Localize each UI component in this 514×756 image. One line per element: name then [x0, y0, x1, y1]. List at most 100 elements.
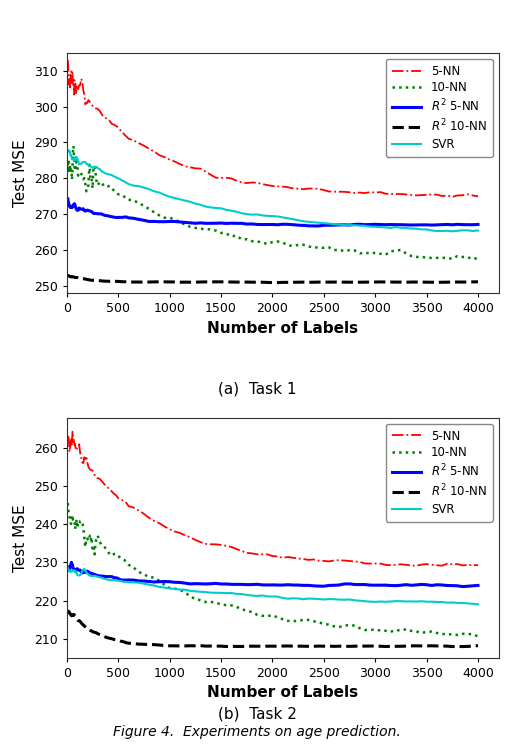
- 5-NN: [99, 476, 105, 485]
- 10-NN: [434, 253, 440, 262]
- $R^2$ 10-NN: [439, 277, 445, 287]
- Line: 5-NN: 5-NN: [68, 60, 478, 197]
- SVR: [65, 146, 71, 155]
- 10-NN: [254, 237, 260, 246]
- 10-NN: [475, 632, 481, 641]
- $R^2$ 5-NN: [254, 580, 260, 589]
- $R^2$ 10-NN: [460, 642, 466, 651]
- SVR: [84, 160, 90, 169]
- 10-NN: [475, 253, 481, 262]
- Text: (b)  Task 2: (b) Task 2: [217, 707, 297, 722]
- 5-NN: [475, 561, 481, 570]
- $R^2$ 10-NN: [84, 624, 90, 633]
- 10-NN: [65, 159, 71, 168]
- 10-NN: [85, 180, 91, 189]
- SVR: [475, 226, 481, 235]
- $R^2$ 5-NN: [465, 581, 471, 590]
- 5-NN: [197, 538, 204, 547]
- 5-NN: [439, 561, 445, 570]
- 10-NN: [65, 499, 71, 508]
- $R^2$ 10-NN: [97, 630, 103, 639]
- $R^2$ 5-NN: [85, 567, 91, 576]
- Line: SVR: SVR: [68, 568, 478, 604]
- X-axis label: Number of Labels: Number of Labels: [207, 685, 358, 700]
- $R^2$ 5-NN: [249, 219, 255, 228]
- 5-NN: [65, 55, 71, 64]
- 10-NN: [197, 225, 204, 234]
- SVR: [97, 165, 103, 174]
- SVR: [429, 597, 435, 606]
- $R^2$ 5-NN: [192, 218, 198, 228]
- $R^2$ 10-NN: [249, 642, 255, 651]
- $R^2$ 5-NN: [84, 206, 90, 215]
- $R^2$ 5-NN: [460, 220, 466, 229]
- 10-NN: [192, 594, 198, 603]
- SVR: [449, 227, 455, 236]
- Line: SVR: SVR: [68, 150, 478, 231]
- $R^2$ 10-NN: [192, 641, 198, 650]
- SVR: [460, 226, 466, 235]
- SVR: [84, 569, 90, 578]
- $R^2$ 5-NN: [99, 572, 105, 581]
- SVR: [454, 599, 461, 608]
- $R^2$ 10-NN: [274, 278, 281, 287]
- $R^2$ 5-NN: [97, 209, 103, 218]
- 5-NN: [85, 462, 91, 471]
- $R^2$ 10-NN: [465, 277, 471, 287]
- $R^2$ 5-NN: [316, 222, 322, 231]
- $R^2$ 5-NN: [197, 579, 204, 588]
- Line: 10-NN: 10-NN: [68, 146, 478, 259]
- SVR: [97, 573, 103, 582]
- $R^2$ 10-NN: [475, 641, 481, 650]
- $R^2$ 5-NN: [68, 558, 75, 567]
- Line: $R^2$ 5-NN: $R^2$ 5-NN: [68, 562, 478, 587]
- SVR: [65, 563, 71, 572]
- $R^2$ 10-NN: [429, 641, 435, 650]
- 10-NN: [429, 627, 435, 636]
- 10-NN: [70, 141, 77, 150]
- 10-NN: [454, 631, 461, 640]
- $R^2$ 10-NN: [65, 271, 71, 280]
- $R^2$ 5-NN: [434, 220, 440, 229]
- 10-NN: [99, 178, 105, 187]
- 10-NN: [84, 535, 90, 544]
- $R^2$ 5-NN: [434, 580, 440, 589]
- SVR: [192, 587, 198, 596]
- $R^2$ 10-NN: [197, 277, 204, 287]
- $R^2$ 10-NN: [475, 277, 481, 287]
- $R^2$ 10-NN: [254, 277, 260, 287]
- 5-NN: [97, 107, 103, 116]
- Text: Figure 4.  Experiments on age prediction.: Figure 4. Experiments on age prediction.: [113, 725, 401, 739]
- $R^2$ 5-NN: [65, 562, 71, 572]
- Line: $R^2$ 10-NN: $R^2$ 10-NN: [68, 275, 478, 283]
- 5-NN: [254, 550, 260, 559]
- 10-NN: [249, 607, 255, 616]
- $R^2$ 5-NN: [475, 220, 481, 229]
- Y-axis label: Test MSE: Test MSE: [13, 139, 28, 206]
- X-axis label: Number of Labels: Number of Labels: [207, 321, 358, 336]
- $R^2$ 10-NN: [99, 277, 105, 286]
- Line: $R^2$ 10-NN: $R^2$ 10-NN: [68, 611, 478, 646]
- $R^2$ 10-NN: [85, 275, 91, 284]
- SVR: [475, 600, 481, 609]
- 5-NN: [249, 178, 255, 187]
- 5-NN: [65, 434, 71, 443]
- Legend: 5-NN, 10-NN, $R^2$ 5-NN, $R^2$ 10-NN, SVR: 5-NN, 10-NN, $R^2$ 5-NN, $R^2$ 10-NN, SV…: [386, 59, 493, 157]
- 10-NN: [460, 253, 466, 262]
- $R^2$ 5-NN: [475, 581, 481, 590]
- SVR: [429, 226, 435, 235]
- $R^2$ 10-NN: [65, 606, 71, 615]
- Line: $R^2$ 5-NN: $R^2$ 5-NN: [68, 199, 478, 226]
- $R^2$ 10-NN: [454, 642, 461, 651]
- Line: 10-NN: 10-NN: [68, 503, 478, 637]
- 5-NN: [460, 191, 466, 200]
- $R^2$ 10-NN: [65, 271, 71, 280]
- 10-NN: [470, 255, 476, 264]
- 5-NN: [413, 561, 419, 570]
- SVR: [192, 199, 198, 208]
- $R^2$ 5-NN: [65, 194, 71, 203]
- 5-NN: [69, 427, 76, 436]
- 5-NN: [429, 190, 435, 199]
- Line: 5-NN: 5-NN: [68, 432, 478, 565]
- $R^2$ 5-NN: [460, 582, 466, 591]
